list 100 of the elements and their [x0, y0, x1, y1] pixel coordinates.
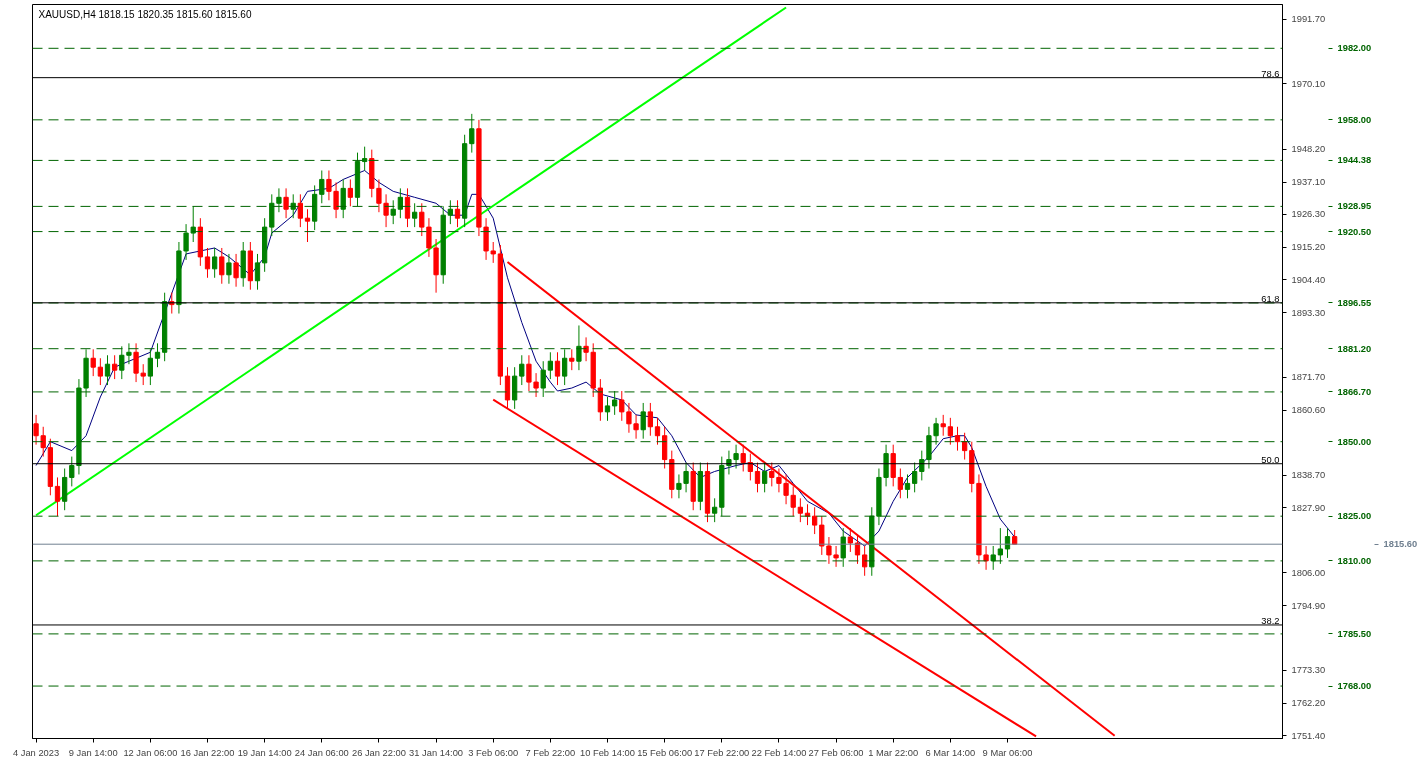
candlestick — [604, 396, 611, 422]
y-tick-label: 1806.00 — [1291, 567, 1326, 578]
x-tick-label: 9 Mar 06:00 — [982, 747, 1033, 758]
candlestick — [847, 527, 853, 553]
x-tick-label: 26 Jan 22:00 — [351, 747, 406, 758]
annotation: 38.2 — [1261, 615, 1280, 626]
candlestick — [397, 187, 403, 219]
annotation: 50.0 — [1261, 454, 1280, 465]
candlestick — [554, 351, 561, 386]
candlestick — [1004, 527, 1011, 559]
chart-title: XAUUSD,H4 1818.15 1820.35 1815.60 1815.60 — [38, 8, 252, 20]
candlestick — [447, 199, 453, 225]
ref-line-label: 1850.00 — [1337, 436, 1372, 447]
x-tick-label: 1 Mar 22:00 — [868, 747, 919, 758]
candlestick — [254, 253, 261, 291]
x-tick-label: 31 Jan 14:00 — [409, 747, 464, 758]
candlestick — [912, 462, 918, 493]
x-tick-label: 22 Feb 14:00 — [751, 747, 807, 758]
candlestick — [954, 426, 961, 452]
x-tick-label: 27 Feb 06:00 — [808, 747, 864, 758]
candlestick — [983, 545, 989, 571]
y-tick-label: 1751.40 — [1291, 730, 1326, 741]
candlestick — [297, 193, 303, 228]
x-tick-label: 16 Jan 22:00 — [180, 747, 235, 758]
candlestick — [147, 348, 153, 386]
candlestick — [319, 169, 325, 204]
candlestick — [762, 462, 768, 493]
candlestick — [854, 533, 861, 565]
candlestick — [840, 527, 846, 568]
y-tick-label: 1991.70 — [1291, 14, 1326, 25]
candlestick — [362, 146, 368, 171]
annotation: 78.6 — [1261, 68, 1280, 79]
candlestick — [712, 497, 718, 523]
y-tick-label: 1762.20 — [1291, 698, 1326, 709]
candlestick — [533, 372, 539, 398]
candlestick — [740, 444, 746, 472]
x-tick-label: 10 Feb 14:00 — [580, 747, 635, 758]
candlestick — [812, 506, 818, 535]
candlestick — [612, 390, 618, 416]
candlestick — [797, 497, 803, 523]
candlestick — [547, 351, 553, 380]
y-tick-label: 1838.70 — [1291, 470, 1326, 481]
candlestick — [940, 414, 946, 437]
candlestick — [233, 253, 239, 288]
x-tick-label: 24 Jan 06:00 — [294, 747, 349, 758]
candlestick — [412, 202, 418, 228]
ref-line-label: 1958.00 — [1337, 114, 1372, 125]
candlestick — [904, 473, 911, 499]
x-tick-label: 19 Jan 14:00 — [237, 747, 292, 758]
candlestick — [219, 247, 225, 285]
candlestick — [404, 187, 411, 228]
candlestick — [997, 527, 1003, 565]
candlestick — [183, 223, 189, 261]
candlestick — [626, 402, 632, 434]
candlestick — [112, 354, 118, 380]
candlestick — [54, 476, 61, 517]
candlestick — [754, 462, 761, 493]
candlestick — [833, 545, 839, 568]
candlestick — [390, 199, 396, 225]
candlestick — [212, 247, 218, 279]
y-tick-label: 1773.30 — [1291, 665, 1326, 676]
candlestick — [140, 363, 146, 386]
ref-line-label: 1944.38 — [1337, 155, 1372, 166]
y-tick-label: 1926.30 — [1291, 209, 1326, 220]
candlestick — [490, 241, 496, 264]
ref-line-label: 1866.70 — [1337, 386, 1372, 397]
candlestick — [576, 324, 582, 371]
candlestick — [426, 217, 432, 258]
ref-line-label: 1982.00 — [1337, 43, 1372, 54]
candlestick — [469, 113, 475, 154]
ref-line-label: 1825.00 — [1337, 511, 1372, 522]
candlestick — [819, 515, 825, 556]
candlestick — [154, 342, 161, 368]
y-tick-label: 1893.30 — [1291, 307, 1326, 318]
candlestick — [347, 178, 353, 207]
candlestick — [104, 354, 111, 386]
ref-line-label: 1785.50 — [1337, 628, 1372, 639]
x-tick-label: 17 Feb 22:00 — [694, 747, 750, 758]
candlestick — [483, 217, 489, 261]
candlestick — [990, 545, 996, 571]
y-tick-label: 1915.20 — [1291, 242, 1326, 253]
candlestick — [190, 205, 196, 243]
candlestick — [569, 348, 575, 371]
candlestick — [512, 366, 518, 410]
candlestick — [283, 187, 289, 219]
candlestick — [304, 208, 311, 243]
x-tick-label: 15 Feb 06:00 — [637, 747, 693, 758]
y-tick-label: 1948.20 — [1291, 144, 1326, 155]
x-tick-label: 3 Feb 06:00 — [468, 747, 519, 758]
line-series — [35, 169, 1016, 547]
candlestick — [454, 199, 461, 228]
x-tick-label: 6 Mar 14:00 — [925, 747, 976, 758]
candlestick — [340, 178, 346, 219]
candlestick — [519, 354, 525, 386]
candlestick — [204, 247, 211, 279]
ref-line-label: 1768.00 — [1337, 681, 1372, 692]
candlestick — [947, 417, 953, 446]
x-tick-label: 7 Feb 22:00 — [525, 747, 576, 758]
candlestick — [562, 348, 568, 386]
y-tick-label: 1937.10 — [1291, 177, 1326, 188]
